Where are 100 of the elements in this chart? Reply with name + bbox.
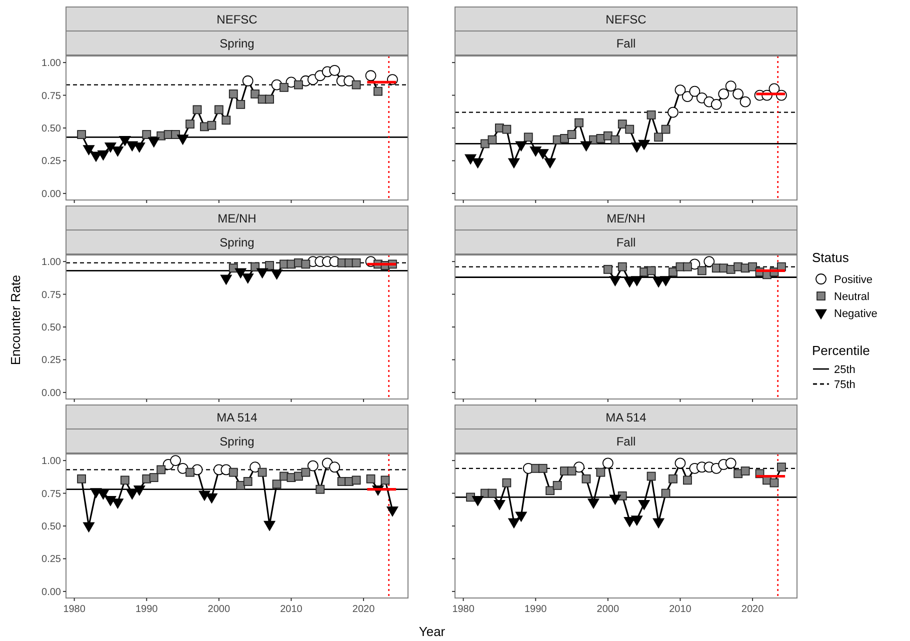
point xyxy=(156,465,166,474)
point xyxy=(494,500,506,510)
point xyxy=(352,476,361,485)
point xyxy=(631,142,643,153)
point xyxy=(515,512,527,522)
point xyxy=(77,130,86,139)
point xyxy=(104,496,116,506)
y-tick-label: 1.00 xyxy=(42,456,62,468)
point xyxy=(222,116,231,125)
point xyxy=(502,478,512,488)
point xyxy=(646,110,656,120)
point xyxy=(170,455,181,466)
y-tick-label: 0.75 xyxy=(42,290,62,301)
text: Percentile xyxy=(812,343,870,358)
point xyxy=(488,488,497,498)
point xyxy=(588,498,600,509)
y-tick-label: 0.00 xyxy=(42,388,62,399)
point xyxy=(242,75,254,86)
point xyxy=(682,91,693,102)
x-tick-label: 1990 xyxy=(135,604,158,615)
point xyxy=(366,474,376,484)
point xyxy=(734,469,743,478)
point xyxy=(631,516,643,526)
x-tick-label: 2000 xyxy=(208,604,230,615)
point xyxy=(329,462,340,473)
point xyxy=(508,158,520,168)
x-axis-title: Year xyxy=(418,624,446,639)
point xyxy=(119,136,131,146)
point xyxy=(668,474,678,484)
chart-title: NEFSC xyxy=(216,12,258,26)
point xyxy=(374,86,382,96)
point xyxy=(710,98,722,110)
chart-subtitle: Spring xyxy=(220,236,254,250)
chart-subtitle: Fall xyxy=(616,236,636,250)
legend-label: 75th xyxy=(834,379,856,391)
point xyxy=(609,494,621,505)
point xyxy=(134,486,146,496)
point xyxy=(472,496,484,506)
x-tick-label: 1980 xyxy=(452,604,475,615)
chart-subtitle: Spring xyxy=(220,434,254,448)
point xyxy=(142,130,152,139)
point xyxy=(646,472,656,481)
point xyxy=(602,458,614,469)
point xyxy=(674,84,686,96)
point xyxy=(250,462,261,473)
point xyxy=(464,154,476,164)
point xyxy=(654,132,663,142)
point xyxy=(77,474,86,484)
point xyxy=(186,468,194,477)
y-tick-label: 0.50 xyxy=(42,322,62,334)
point xyxy=(596,468,606,477)
point xyxy=(668,268,678,276)
point xyxy=(661,488,670,498)
point xyxy=(198,490,210,501)
point xyxy=(697,266,706,276)
point xyxy=(243,477,252,486)
legend-label: Negative xyxy=(834,308,878,320)
point xyxy=(120,476,130,485)
chart-title: ME/NH xyxy=(218,212,256,226)
point xyxy=(668,106,678,118)
point xyxy=(104,142,116,153)
point xyxy=(214,105,224,114)
x-tick-label: 1980 xyxy=(63,604,86,615)
point xyxy=(661,124,670,134)
point xyxy=(537,149,549,160)
legend-label: 25th xyxy=(834,364,856,376)
y-tick-label: 0.25 xyxy=(42,355,62,366)
chart-title: MA 514 xyxy=(606,410,647,424)
point xyxy=(609,276,621,286)
point xyxy=(646,266,656,276)
point xyxy=(618,120,627,129)
point xyxy=(126,489,138,500)
point xyxy=(560,134,569,143)
chart-title: ME/NH xyxy=(606,212,646,226)
point xyxy=(603,131,612,140)
point xyxy=(329,64,340,76)
point xyxy=(307,460,318,472)
point xyxy=(652,518,664,528)
point xyxy=(386,506,398,517)
y-tick-label: 0.75 xyxy=(42,90,62,102)
x-tick-label: 1990 xyxy=(524,604,548,615)
point xyxy=(236,480,246,490)
point xyxy=(472,158,484,168)
point xyxy=(544,158,556,168)
point xyxy=(638,140,650,150)
point xyxy=(176,134,189,145)
point xyxy=(552,480,562,490)
point xyxy=(567,466,576,476)
point xyxy=(740,466,750,476)
x-tick-label: 2020 xyxy=(352,604,376,615)
y-tick-label: 1.00 xyxy=(42,58,62,70)
point xyxy=(689,86,700,97)
point xyxy=(718,88,730,100)
point xyxy=(228,468,238,477)
point xyxy=(732,88,744,100)
point xyxy=(770,478,779,488)
point xyxy=(538,464,548,473)
x-tick-label: 2010 xyxy=(669,604,692,615)
point xyxy=(316,484,325,494)
chart-subtitle: Fall xyxy=(616,434,636,448)
